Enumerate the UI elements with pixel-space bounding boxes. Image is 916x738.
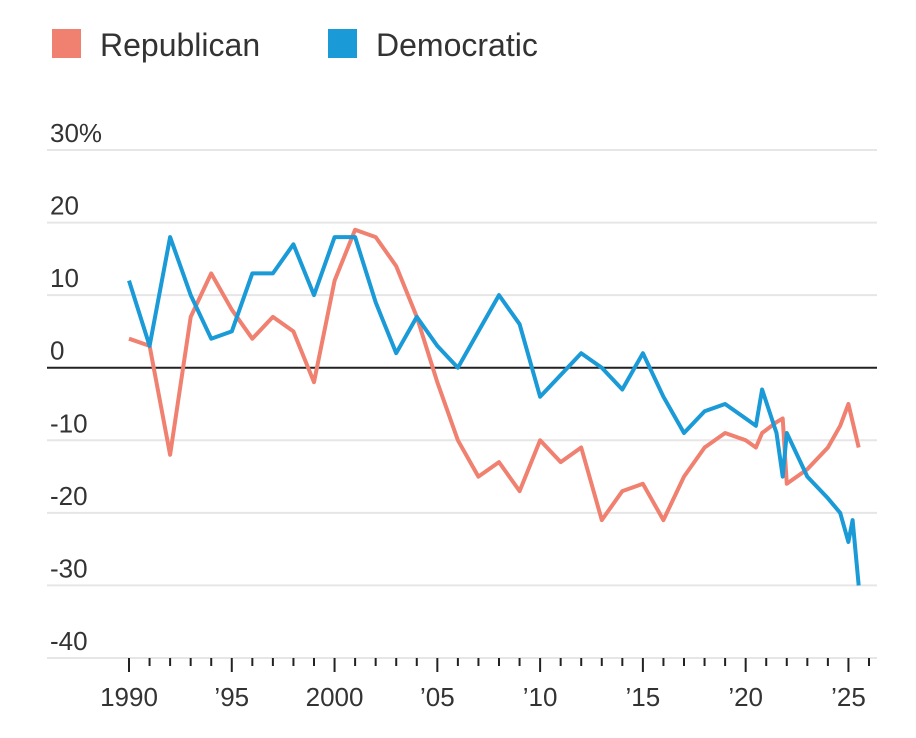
x-tick-label: ’15 [626, 682, 661, 712]
legend-swatch-democratic [328, 29, 357, 58]
y-tick-label: -20 [50, 481, 88, 511]
y-tick-label: 30% [50, 118, 102, 148]
x-tick-label: 2000 [306, 682, 364, 712]
x-tick-label: ’10 [523, 682, 558, 712]
legend: Republican Democratic [52, 27, 538, 63]
legend-label-republican: Republican [100, 27, 260, 63]
series-lines [127, 227, 861, 586]
y-tick-label: 20 [50, 191, 79, 221]
y-tick-label: -40 [50, 626, 88, 656]
x-tick-label: ’25 [831, 682, 866, 712]
y-tick-label: 10 [50, 263, 79, 293]
y-axis-labels: 30% 20 10 0 -10 -20 -30 -40 [50, 118, 102, 656]
y-tick-label: -30 [50, 553, 88, 583]
y-tick-label: 0 [50, 336, 64, 366]
series-line-democratic [127, 235, 861, 586]
x-axis: 1990 ’95 2000 ’05 ’10 ’15 ’20 ’25 [100, 658, 870, 712]
x-tick-label: ’20 [728, 682, 763, 712]
series-line-republican [128, 227, 861, 523]
y-tick-label: -10 [50, 408, 88, 438]
legend-swatch-republican [52, 29, 81, 58]
x-tick-label: ’95 [214, 682, 249, 712]
gridlines [47, 149, 877, 659]
x-tick-label: ’05 [420, 682, 455, 712]
x-tick-label: 1990 [100, 682, 158, 712]
legend-label-democratic: Democratic [376, 27, 538, 63]
